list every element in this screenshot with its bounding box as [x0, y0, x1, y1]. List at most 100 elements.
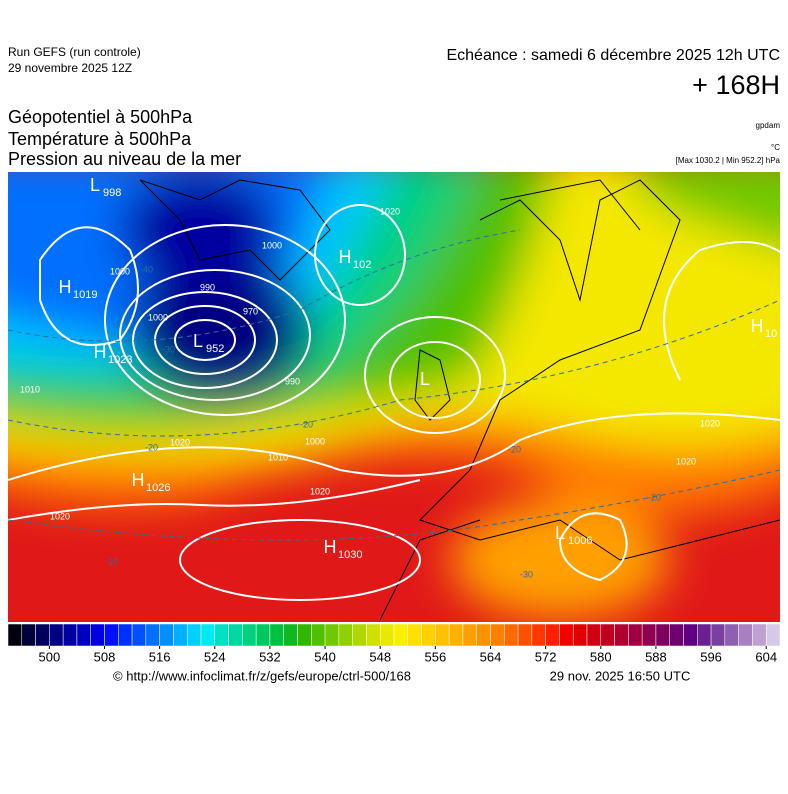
- pressure-center-kind: H: [132, 470, 145, 490]
- colorbar-swatch: [49, 623, 64, 647]
- colorbar-swatch: [242, 623, 257, 647]
- isotherms: [8, 229, 780, 541]
- colorbar-tick-label: 524: [204, 649, 226, 664]
- colorbar-swatch: [531, 623, 546, 647]
- pressure-center-kind: L: [555, 523, 565, 543]
- colorbar-tick-label: 540: [314, 649, 336, 664]
- temperature-label: -20: [300, 419, 313, 429]
- isobars: [8, 204, 780, 601]
- colorbar-swatch: [297, 623, 312, 647]
- pressure-center-kind: L: [193, 331, 203, 351]
- title: Température à 500hPa: [8, 129, 192, 149]
- isobar-label: 1000: [305, 436, 325, 446]
- pressure-center-value: 998: [103, 187, 121, 199]
- colorbar-swatch: [559, 623, 574, 647]
- colorbar-tick-label: 516: [149, 649, 171, 664]
- isobar-label: 1020: [380, 206, 400, 216]
- colorbar-swatch: [145, 623, 160, 647]
- colorbar-swatch: [283, 623, 298, 647]
- colorbar-swatch: [228, 623, 243, 647]
- colorbar-swatch: [173, 623, 188, 647]
- colorbar: 500 508 516 524 532 540 548 556 564 572 580 588 596 6…: [7, 623, 781, 664]
- colorbar-swatch: [545, 623, 560, 647]
- isobar-label: 1000: [110, 266, 130, 276]
- colorbar-swatch: [186, 623, 202, 647]
- isobar-label: 1020: [676, 456, 696, 466]
- pressure-center-kind: H: [324, 537, 337, 557]
- colorbar-tick-label: 572: [535, 649, 557, 664]
- colorbar-swatch: [572, 623, 588, 647]
- colorbar-swatch: [476, 623, 491, 647]
- colorbar-swatch: [765, 623, 781, 647]
- isobar-label: 1020: [170, 437, 190, 447]
- run-date: 29 novembre 2025 12Z: [8, 61, 132, 75]
- valid-time: Echéance : samedi 6 décembre 2025 12h UT…: [446, 47, 780, 64]
- temperature-label: -20: [648, 492, 661, 502]
- colorbar-swatch: [311, 623, 326, 647]
- pressure-center-kind: L: [420, 369, 430, 389]
- isobar-label: 1020: [50, 511, 70, 521]
- pressure-center-value: 1019: [73, 289, 97, 301]
- isobar-label: 1010: [20, 384, 40, 394]
- colorbar-swatch: [76, 623, 91, 647]
- colorbar-swatch: [393, 623, 409, 647]
- isobar-label: 1020: [700, 418, 720, 428]
- pressure-center-value: 1006: [568, 535, 592, 547]
- isobar-label: 990: [285, 376, 300, 386]
- colorbar-swatch: [62, 623, 78, 647]
- colorbar-swatch: [21, 623, 36, 647]
- colorbar-swatch: [104, 623, 119, 647]
- colorbar-swatch: [628, 623, 643, 647]
- colorbar-tick-label: 532: [259, 649, 281, 664]
- colorbar-tick-label: 564: [480, 649, 502, 664]
- temperature-label: -20: [145, 442, 158, 452]
- colorbar-swatch: [159, 623, 174, 647]
- colorbar-swatch: [600, 623, 615, 647]
- colorbar-tick-label: 508: [94, 649, 116, 664]
- temperature-label: -30: [162, 344, 175, 354]
- isobar-label: 1000: [148, 312, 168, 322]
- colorbar-swatch: [614, 623, 629, 647]
- colorbar-swatch: [352, 623, 367, 647]
- coastlines: [139, 179, 780, 621]
- pressure-center-value: 1023: [108, 354, 132, 366]
- pressure-center-kind: H: [59, 277, 72, 297]
- isobar-label: 1010: [268, 452, 288, 462]
- colorbar-swatch: [655, 623, 670, 647]
- colorbar-swatch: [421, 623, 436, 647]
- colorbar-swatch: [490, 623, 505, 647]
- colorbar-tick-label: 548: [369, 649, 391, 664]
- colorbar-swatch: [200, 623, 216, 647]
- colorbar-swatch: [269, 623, 284, 647]
- colorbar-tick-label: 588: [645, 649, 667, 664]
- pressure-center-kind: H: [339, 247, 352, 267]
- temperature-label: -30: [520, 569, 533, 579]
- colorbar-swatch: [641, 623, 657, 647]
- title: Géopotentiel à 500hPa: [8, 107, 193, 127]
- colorbar-swatch: [752, 623, 767, 647]
- temperature-label: -20: [508, 444, 521, 454]
- colorbar-swatch: [697, 623, 712, 647]
- colorbar-tick-label: 556: [425, 649, 447, 664]
- colorbar-swatch: [379, 623, 395, 647]
- colorbar-swatch: [366, 623, 381, 647]
- colorbar-swatch: [324, 623, 340, 647]
- pressure-center-kind: H: [94, 342, 107, 362]
- pressure-center-kind: H: [751, 316, 764, 336]
- colorbar-tick-label: 604: [755, 649, 777, 664]
- footer-url: © http://www.infoclimat.fr/z/gefs/europe…: [113, 668, 411, 683]
- colorbar-swatch: [35, 623, 50, 647]
- colorbar-swatch: [214, 623, 229, 647]
- unit: °C: [771, 143, 780, 152]
- unit: gpdam: [756, 121, 781, 130]
- colorbar-swatch: [118, 623, 133, 647]
- colorbar-swatch: [724, 623, 739, 647]
- colorbar-tick-label: 500: [39, 649, 61, 664]
- colorbar-swatch: [517, 623, 533, 647]
- pressure-center-kind: L: [90, 175, 100, 195]
- isobar-label: 1020: [310, 486, 330, 496]
- pressure-center-value: 1030: [338, 549, 362, 561]
- lead-time: + 168H: [692, 70, 780, 100]
- unit: [Max 1030.2 | Min 952.2] hPa: [676, 156, 781, 165]
